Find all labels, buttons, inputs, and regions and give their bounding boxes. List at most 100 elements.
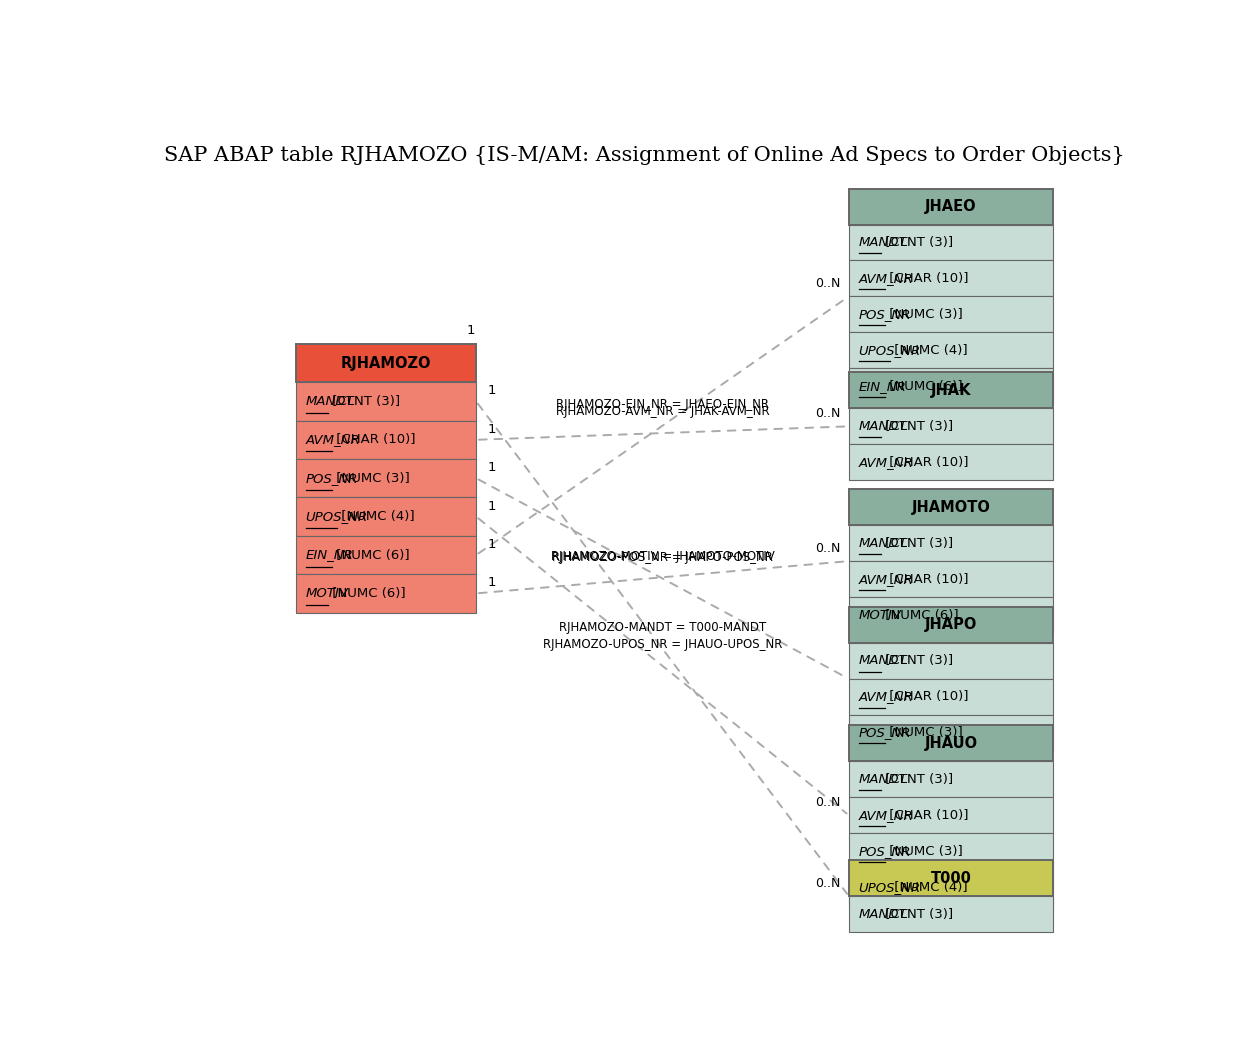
FancyBboxPatch shape [848, 372, 1053, 408]
Text: [NUMC (6)]: [NUMC (6)] [881, 609, 958, 622]
Text: UPOS_NR: UPOS_NR [859, 344, 921, 356]
FancyBboxPatch shape [848, 296, 1053, 332]
Text: JHAEO: JHAEO [925, 199, 977, 214]
Text: POS_NR: POS_NR [859, 845, 911, 857]
Text: [CHAR (10)]: [CHAR (10)] [885, 808, 969, 821]
Text: 0..N: 0..N [815, 541, 840, 555]
Text: AVM_NR: AVM_NR [305, 433, 361, 447]
FancyBboxPatch shape [295, 382, 476, 420]
FancyBboxPatch shape [848, 833, 1053, 869]
Text: POS_NR: POS_NR [859, 726, 911, 740]
Text: [CHAR (10)]: [CHAR (10)] [885, 691, 969, 703]
Text: 0..N: 0..N [815, 796, 840, 808]
Text: [CHAR (10)]: [CHAR (10)] [885, 573, 969, 586]
FancyBboxPatch shape [848, 332, 1053, 368]
Text: [CLNT (3)]: [CLNT (3)] [881, 537, 953, 550]
Text: UPOS_NR: UPOS_NR [859, 881, 921, 893]
FancyBboxPatch shape [848, 715, 1053, 751]
FancyBboxPatch shape [295, 459, 476, 498]
Text: [NUMC (4)]: [NUMC (4)] [337, 510, 415, 523]
FancyBboxPatch shape [848, 897, 1053, 932]
Text: AVM_NR: AVM_NR [859, 456, 914, 469]
Text: RJHAMOZO-MOTIV = JHAMOTO-MOTIV: RJHAMOZO-MOTIV = JHAMOTO-MOTIV [551, 550, 774, 562]
Text: 1: 1 [488, 384, 497, 397]
Text: EIN_NR: EIN_NR [305, 549, 353, 561]
Text: 0..N: 0..N [815, 406, 840, 420]
FancyBboxPatch shape [848, 445, 1053, 481]
Text: [CHAR (10)]: [CHAR (10)] [885, 272, 969, 285]
Text: MOTIV: MOTIV [859, 609, 901, 622]
Text: POS_NR: POS_NR [859, 308, 911, 320]
Text: AVM_NR: AVM_NR [859, 272, 914, 285]
Text: [CLNT (3)]: [CLNT (3)] [881, 772, 953, 786]
Text: MANDT: MANDT [859, 420, 908, 433]
Text: RJHAMOZO-POS_NR = JHAPO-POS_NR: RJHAMOZO-POS_NR = JHAPO-POS_NR [552, 551, 773, 563]
FancyBboxPatch shape [848, 869, 1053, 905]
Text: POS_NR: POS_NR [305, 472, 358, 485]
FancyBboxPatch shape [848, 408, 1053, 445]
FancyBboxPatch shape [848, 225, 1053, 261]
Text: [CLNT (3)]: [CLNT (3)] [881, 420, 953, 433]
Text: [NUMC (4)]: [NUMC (4)] [890, 344, 967, 356]
Text: [NUMC (4)]: [NUMC (4)] [890, 881, 967, 893]
FancyBboxPatch shape [295, 498, 476, 536]
Text: JHAK: JHAK [931, 383, 972, 398]
Text: [CHAR (10)]: [CHAR (10)] [885, 456, 969, 469]
Text: RJHAMOZO-EIN_NR = JHAEO-EIN_NR: RJHAMOZO-EIN_NR = JHAEO-EIN_NR [556, 398, 769, 411]
Text: [NUMC (3)]: [NUMC (3)] [885, 845, 963, 857]
FancyBboxPatch shape [295, 536, 476, 574]
Text: [CLNT (3)]: [CLNT (3)] [881, 907, 953, 921]
FancyBboxPatch shape [848, 726, 1053, 762]
FancyBboxPatch shape [848, 607, 1053, 643]
Text: T000: T000 [930, 871, 972, 886]
FancyBboxPatch shape [848, 261, 1053, 296]
FancyBboxPatch shape [848, 489, 1053, 525]
FancyBboxPatch shape [848, 368, 1053, 404]
Text: [NUMC (3)]: [NUMC (3)] [885, 726, 963, 740]
FancyBboxPatch shape [848, 189, 1053, 225]
Text: 1: 1 [488, 422, 497, 436]
Text: AVM_NR: AVM_NR [859, 691, 914, 703]
Text: JHAMOTO: JHAMOTO [911, 500, 991, 515]
Text: 1: 1 [488, 500, 497, 512]
FancyBboxPatch shape [848, 679, 1053, 715]
Text: [NUMC (6)]: [NUMC (6)] [885, 380, 963, 393]
Text: RJHAMOZO-UPOS_NR = JHAUO-UPOS_NR: RJHAMOZO-UPOS_NR = JHAUO-UPOS_NR [543, 639, 782, 651]
Text: [CLNT (3)]: [CLNT (3)] [881, 236, 953, 249]
Text: SAP ABAP table RJHAMOZO {IS-M/AM: Assignment of Online Ad Specs to Order Objects: SAP ABAP table RJHAMOZO {IS-M/AM: Assign… [163, 146, 1125, 166]
Text: [NUMC (3)]: [NUMC (3)] [885, 308, 963, 320]
Text: EIN_NR: EIN_NR [859, 380, 906, 393]
FancyBboxPatch shape [848, 797, 1053, 833]
Text: MANDT: MANDT [859, 236, 908, 249]
Text: MANDT: MANDT [859, 772, 908, 786]
Text: JHAUO: JHAUO [924, 736, 978, 751]
FancyBboxPatch shape [295, 344, 476, 382]
FancyBboxPatch shape [295, 420, 476, 459]
Text: [CHAR (10)]: [CHAR (10)] [332, 433, 416, 447]
Text: UPOS_NR: UPOS_NR [305, 510, 368, 523]
Text: [NUMC (6)]: [NUMC (6)] [332, 549, 410, 561]
Text: RJHAMOZO-MANDT = T000-MANDT: RJHAMOZO-MANDT = T000-MANDT [559, 621, 766, 634]
FancyBboxPatch shape [848, 525, 1053, 561]
FancyBboxPatch shape [848, 597, 1053, 633]
FancyBboxPatch shape [848, 643, 1053, 679]
Text: MANDT: MANDT [305, 395, 354, 407]
Text: MANDT: MANDT [859, 655, 908, 667]
Text: 1: 1 [488, 462, 497, 474]
Text: AVM_NR: AVM_NR [859, 573, 914, 586]
FancyBboxPatch shape [295, 574, 476, 612]
Text: [NUMC (3)]: [NUMC (3)] [332, 472, 410, 485]
FancyBboxPatch shape [848, 860, 1053, 897]
Text: 1: 1 [488, 538, 497, 551]
Text: [NUMC (6)]: [NUMC (6)] [328, 587, 406, 599]
Text: RJHAMOZO: RJHAMOZO [341, 355, 431, 370]
FancyBboxPatch shape [848, 762, 1053, 797]
Text: JHAPO: JHAPO [925, 618, 977, 632]
FancyBboxPatch shape [848, 561, 1053, 597]
Text: [CLNT (3)]: [CLNT (3)] [328, 395, 400, 407]
Text: RJHAMOZO-AVM_NR = JHAK-AVM_NR: RJHAMOZO-AVM_NR = JHAK-AVM_NR [556, 405, 769, 418]
Text: MOTIV: MOTIV [305, 587, 348, 599]
Text: 0..N: 0..N [815, 876, 840, 889]
Text: 1: 1 [488, 576, 497, 589]
Text: 1: 1 [468, 325, 475, 337]
